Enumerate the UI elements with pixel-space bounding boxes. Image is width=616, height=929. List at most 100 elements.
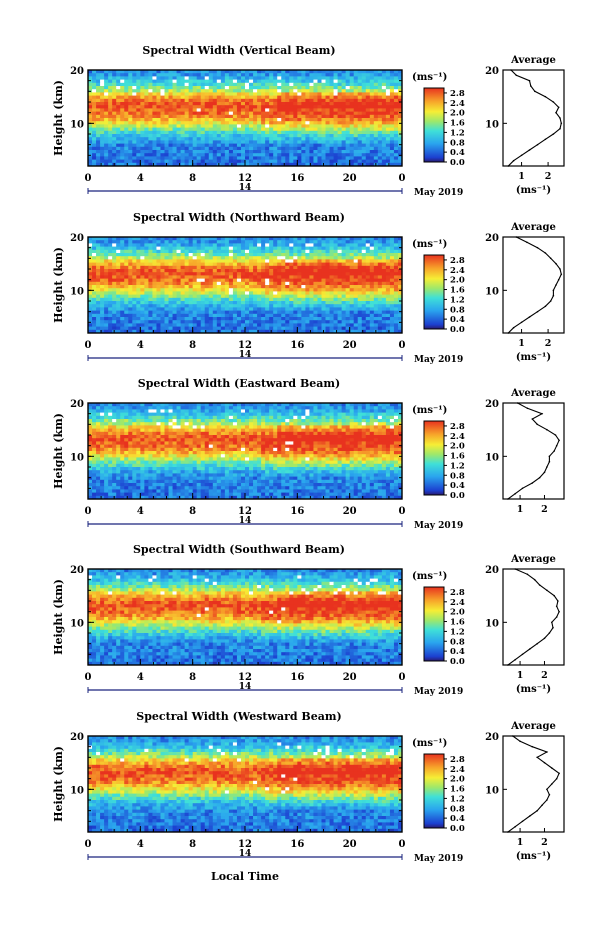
heatmap-cell [120,310,125,315]
heatmap-cell [104,301,109,305]
heatmap-cell [208,317,214,321]
heatmap-cell [385,134,391,138]
heatmap-cell [257,102,262,106]
heatmap-cell [273,249,278,254]
heatmap-cell [236,262,242,267]
heatmap-cell [333,108,338,112]
heatmap-cell [357,130,363,135]
heatmap-cell [361,124,367,128]
heatmap-cell [289,262,294,267]
heatmap-cell [297,240,302,244]
heatmap-cell [172,294,177,299]
heatmap-cell [172,92,177,96]
heatmap-cell [393,156,399,160]
heatmap-cell [236,76,242,80]
heatmap-cell [132,98,137,103]
heatmap-cell [265,76,270,80]
heatmap-cell [361,329,367,334]
heatmap-cell [273,153,278,157]
heatmap-cell [257,134,262,138]
heatmap-cell [128,153,133,157]
heatmap-cell [289,95,294,100]
heatmap-cell [148,150,153,154]
heatmap-cell [253,137,258,141]
heatmap-cell [353,240,359,244]
heatmap-cell [164,89,169,93]
heatmap-cell [393,108,399,112]
heatmap-cell [232,304,238,308]
heatmap-cell [88,240,93,244]
heatmap-cell [349,297,355,302]
heatmap-cell [261,272,266,276]
heatmap-cell [148,124,153,128]
heatmap-cell [345,121,351,125]
heatmap-cell [377,102,383,106]
heatmap-cell [200,121,206,125]
heatmap-cell [208,79,214,84]
heatmap-cell [257,304,262,308]
heatmap-cell [353,291,359,295]
heatmap-cell [156,326,161,331]
heatmap-cell [357,89,363,93]
heatmap-cell [301,253,306,257]
heatmap-cell [216,79,222,84]
heatmap-cell [200,143,206,148]
heatmap-cell [88,310,93,315]
heatmap-cell [88,140,93,144]
heatmap-cell [349,140,355,144]
heatmap-cell [196,79,202,84]
heatmap-cell [120,237,125,241]
heatmap-cell [345,320,351,324]
heatmap-cell [317,137,322,141]
heatmap-cell [365,285,371,289]
heatmap-cell [317,159,322,164]
heatmap-cell [249,114,254,119]
heatmap-cell [277,98,282,103]
heatmap-cell [192,95,198,100]
heatmap-cell [200,278,206,283]
heatmap-cell [144,150,149,154]
heatmap-cell [365,86,371,90]
heatmap-cell [144,89,149,93]
heatmap-cell [345,403,351,407]
heatmap-cell [148,237,153,241]
heatmap-cell [261,140,266,144]
heatmap-cell [88,162,93,167]
heatmap-cell [168,275,173,279]
heatmap-cell [132,105,137,109]
heatmap-cell [216,301,222,305]
heatmap-cell [273,98,278,103]
heatmap-cell [249,73,254,77]
heatmap-cell [224,143,230,148]
heatmap-cell [208,82,214,87]
heatmap-cell [152,237,157,241]
heatmap-cell [357,153,363,157]
heatmap-cell [176,326,181,331]
heatmap-cell [92,249,97,254]
heatmap-cell [204,159,210,164]
heatmap-cell [140,291,145,295]
heatmap [88,70,403,167]
heatmap-cell [345,243,351,247]
heatmap-cell [164,253,169,257]
heatmap-cell [369,269,375,273]
heatmap-cell [220,127,226,132]
heatmap-cell [212,237,218,241]
heatmap-cell [172,153,177,157]
heatmap-cell [232,313,238,318]
heatmap-cell [277,159,282,164]
heatmap-cell [188,259,194,263]
heatmap-cell [289,114,294,119]
heatmap-cell [108,114,113,119]
heatmap-cell [385,249,391,254]
heatmap-cell [265,253,270,257]
heatmap-cell [232,79,238,84]
heatmap-cell [277,256,282,260]
heatmap-cell [281,70,286,74]
heatmap-cell [148,285,153,289]
heatmap-cell [200,162,206,167]
heatmap-cell [265,130,270,135]
heatmap-cell [176,86,181,90]
heatmap-cell [305,291,310,295]
y-tick-label: 20 [70,233,84,244]
